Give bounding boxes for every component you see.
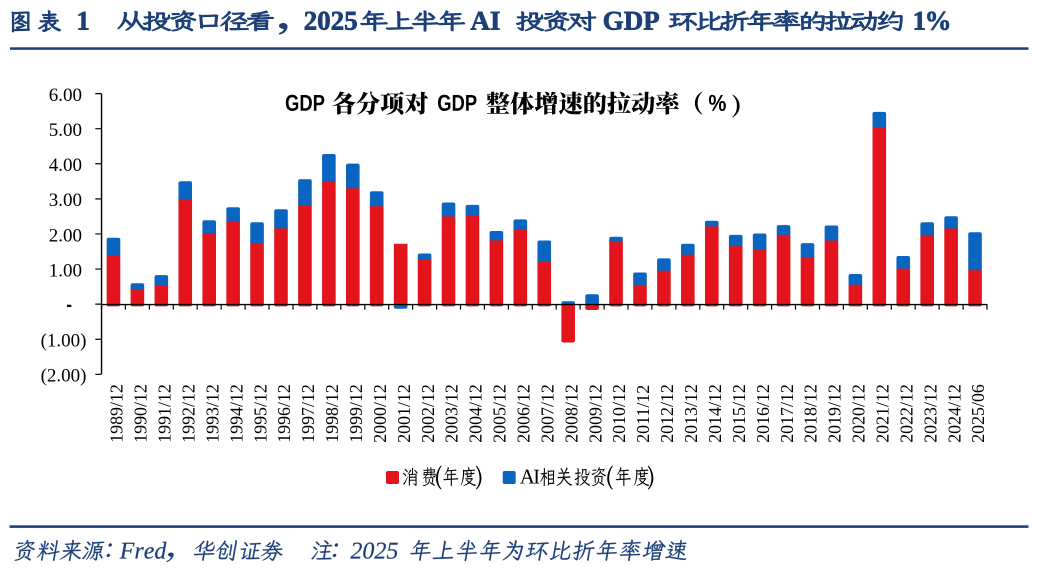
- svg-text:2011/12: 2011/12: [633, 385, 653, 443]
- svg-text:4.00: 4.00: [49, 155, 82, 176]
- svg-text:2.00: 2.00: [49, 225, 82, 246]
- svg-text:2000/12: 2000/12: [370, 384, 390, 443]
- svg-text:5.00: 5.00: [49, 120, 82, 141]
- svg-text:2025/06: 2025/06: [968, 384, 988, 443]
- svg-text:2023/12: 2023/12: [920, 384, 940, 443]
- svg-text:2004/12: 2004/12: [466, 384, 486, 443]
- svg-text:2016/12: 2016/12: [753, 384, 773, 443]
- svg-text:1998/12: 1998/12: [322, 384, 342, 443]
- svg-text:(2.00): (2.00): [41, 366, 87, 387]
- svg-text:2022/12: 2022/12: [896, 384, 916, 443]
- svg-text:(1.00): (1.00): [41, 331, 87, 352]
- svg-text:2009/12: 2009/12: [585, 384, 605, 443]
- svg-text:3.00: 3.00: [49, 190, 82, 211]
- svg-text:2020/12: 2020/12: [849, 384, 869, 443]
- svg-text:2003/12: 2003/12: [442, 384, 462, 443]
- svg-text:2018/12: 2018/12: [801, 384, 821, 443]
- svg-text:1991/12: 1991/12: [155, 384, 175, 443]
- svg-text:2024/12: 2024/12: [944, 384, 964, 443]
- svg-text:2007/12: 2007/12: [538, 384, 558, 443]
- svg-text:2021/12: 2021/12: [873, 384, 893, 443]
- svg-text:1995/12: 1995/12: [250, 384, 270, 443]
- svg-text:2002/12: 2002/12: [418, 384, 438, 443]
- svg-text:2014/12: 2014/12: [705, 384, 725, 443]
- svg-text:2017/12: 2017/12: [777, 384, 797, 443]
- svg-text:6.00: 6.00: [49, 85, 82, 106]
- svg-text:2001/12: 2001/12: [394, 384, 414, 443]
- svg-text:2006/12: 2006/12: [514, 384, 534, 443]
- svg-text:2012/12: 2012/12: [657, 384, 677, 443]
- svg-text:1992/12: 1992/12: [179, 384, 199, 443]
- svg-text:2005/12: 2005/12: [490, 384, 510, 443]
- svg-text:1997/12: 1997/12: [298, 384, 318, 443]
- svg-text:1993/12: 1993/12: [202, 384, 222, 443]
- svg-text:1.00: 1.00: [49, 260, 82, 281]
- svg-text:1996/12: 1996/12: [274, 384, 294, 443]
- svg-text:2013/12: 2013/12: [681, 384, 701, 443]
- svg-text:1999/12: 1999/12: [346, 384, 366, 443]
- svg-text:2015/12: 2015/12: [729, 384, 749, 443]
- svg-text:1989/12: 1989/12: [107, 384, 127, 443]
- svg-text:2008/12: 2008/12: [561, 384, 581, 443]
- svg-text:2019/12: 2019/12: [825, 384, 845, 443]
- svg-text:1990/12: 1990/12: [131, 384, 151, 443]
- svg-text:2010/12: 2010/12: [609, 384, 629, 443]
- svg-text:1994/12: 1994/12: [226, 384, 246, 443]
